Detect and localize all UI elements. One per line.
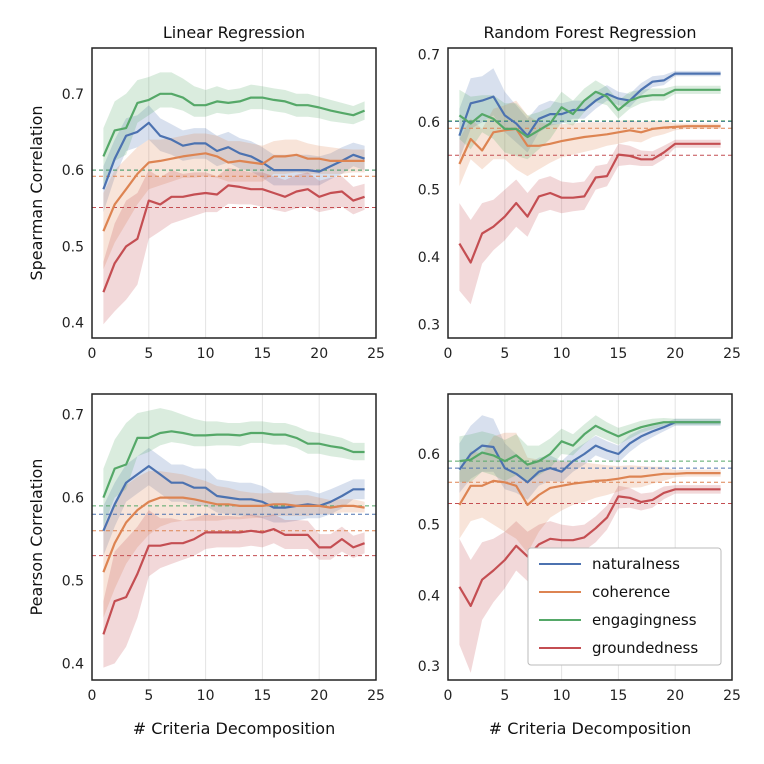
- y-axis-label: Pearson Correlation: [27, 459, 46, 616]
- series-line-coherence: [458, 472, 721, 506]
- legend-frame: [527, 547, 722, 666]
- y-tick-label: 0.6: [62, 163, 84, 179]
- band-groundedness: [103, 510, 365, 668]
- panels: 0 5 10 15 20 25 0.4 0.5 0.6 0.7 Linear Regression S…: [27, 23, 741, 704]
- series-line-engagingness: [102, 92, 366, 157]
- x-tick-label: 20: [310, 346, 328, 362]
- x-tick-label: 25: [367, 346, 385, 362]
- y-tick-label: 0.6: [418, 115, 440, 131]
- y-tick-label: 0.5: [418, 518, 440, 534]
- y-tick-label: 0.4: [62, 656, 84, 672]
- x-tick-label: 15: [253, 688, 271, 704]
- x-tick-label: 5: [144, 688, 153, 704]
- band-naturalness: [459, 415, 721, 500]
- y-tick-label: 0.4: [418, 250, 440, 266]
- series-line-engagingness: [459, 421, 721, 466]
- series-line-coherence: [102, 152, 365, 232]
- axes-frame: [91, 47, 377, 339]
- band-coherence: [103, 471, 365, 618]
- x-tick-label: 25: [367, 688, 385, 704]
- y-tick-label: 0.3: [418, 318, 440, 334]
- axes-frame: [91, 393, 377, 681]
- x-tick-label: 15: [253, 346, 271, 362]
- panel-spearman-rf: 0 5 10 15 20 25 0.3 0.4 0.5 0.6 0.7 Random Forest R…: [418, 23, 741, 362]
- x-tick-label: 5: [144, 346, 153, 362]
- y-tick-label: 0.5: [62, 574, 84, 590]
- x-tick-label: 0: [88, 688, 97, 704]
- band-engagingness: [459, 80, 721, 160]
- y-tick-label: 0.7: [62, 87, 84, 103]
- band-naturalness: [459, 68, 721, 160]
- x-tick-label: 20: [666, 688, 684, 704]
- series-line-groundedness: [458, 488, 721, 608]
- y-tick-label: 0.7: [418, 48, 440, 64]
- x-tick-label: 0: [444, 346, 453, 362]
- band-groundedness: [459, 485, 721, 673]
- y-tick-label: 0.7: [62, 408, 84, 424]
- axes-frame: [447, 47, 733, 339]
- series-line-engagingness: [458, 88, 721, 139]
- axes-frame: [447, 393, 733, 681]
- series-line-coherence: [458, 125, 721, 165]
- x-tick-label: 0: [88, 346, 97, 362]
- band-naturalness: [103, 105, 365, 213]
- y-axis-label: Spearman Correlation: [27, 105, 46, 280]
- x-tick-label: 15: [609, 346, 627, 362]
- band-coherence: [459, 100, 721, 187]
- series-line-naturalness: [458, 72, 721, 137]
- series-line-groundedness: [458, 142, 721, 264]
- x-tick-label: 25: [723, 688, 741, 704]
- y-tick-label: 0.3: [418, 659, 440, 675]
- x-tick-label: 0: [444, 688, 453, 704]
- panel-title: Random Forest Regression: [483, 23, 696, 42]
- legend: naturalness coherence engagingness groun…: [527, 547, 722, 666]
- band-naturalness: [103, 447, 365, 556]
- x-axis-label-right: # Criteria Decomposition: [489, 719, 691, 738]
- x-axis-label-left: # Criteria Decomposition: [133, 719, 335, 738]
- x-tick-label: 10: [197, 688, 215, 704]
- legend-label-engagingness: engagingness: [592, 611, 697, 629]
- y-tick-label: 0.5: [418, 183, 440, 199]
- series-line-coherence: [102, 496, 365, 573]
- x-tick-label: 5: [500, 688, 509, 704]
- series-line-groundedness: [102, 527, 365, 635]
- x-tick-label: 15: [609, 688, 627, 704]
- legend-label-groundedness: groundedness: [592, 639, 698, 657]
- series-line-groundedness: [102, 184, 365, 293]
- legend-label-coherence: coherence: [592, 583, 670, 601]
- x-tick-label: 25: [723, 346, 741, 362]
- band-groundedness: [459, 139, 721, 305]
- x-tick-label: 20: [666, 346, 684, 362]
- panel-pearson-rf: 0 5 10 15 20 25 0.3 0.4 0.5 0.6: [418, 393, 741, 704]
- series-line-engagingness: [102, 430, 365, 498]
- band-engagingness: [103, 72, 365, 186]
- x-tick-label: 20: [310, 688, 328, 704]
- x-tick-label: 5: [500, 346, 509, 362]
- band-coherence: [103, 133, 365, 270]
- x-tick-label: 10: [197, 346, 215, 362]
- x-tick-label: 10: [553, 346, 571, 362]
- x-tick-label: 10: [553, 688, 571, 704]
- series-line-naturalness: [102, 121, 365, 190]
- panel-title: Linear Regression: [163, 23, 305, 42]
- band-engagingness: [459, 415, 721, 483]
- y-tick-label: 0.4: [418, 588, 440, 604]
- panel-pearson-linear: 0 5 10 15 20 25 0.4 0.5 0.6 0.7 Pearson Correlatio…: [27, 393, 385, 704]
- panel-spearman-linear: 0 5 10 15 20 25 0.4 0.5 0.6 0.7 Linear Regression S…: [27, 23, 385, 362]
- y-tick-label: 0.6: [62, 491, 84, 507]
- legend-label-naturalness: naturalness: [592, 555, 680, 573]
- band-engagingness: [103, 408, 365, 527]
- y-tick-label: 0.5: [62, 239, 84, 255]
- y-tick-label: 0.6: [418, 447, 440, 463]
- y-tick-label: 0.4: [62, 316, 84, 332]
- band-groundedness: [103, 167, 365, 325]
